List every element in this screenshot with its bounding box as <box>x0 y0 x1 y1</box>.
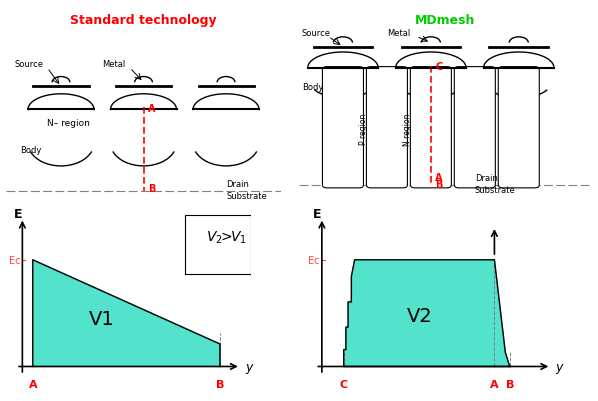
Text: Source: Source <box>14 60 43 69</box>
Text: Metal: Metal <box>102 60 126 69</box>
Text: E: E <box>14 208 23 221</box>
Text: A: A <box>29 379 37 389</box>
Text: Body: Body <box>20 145 41 154</box>
Text: Standard technology: Standard technology <box>70 14 217 27</box>
FancyBboxPatch shape <box>498 67 539 188</box>
Text: $\mathit{V}_2\!\!>\!\!V_1$: $\mathit{V}_2\!\!>\!\!V_1$ <box>206 229 246 246</box>
FancyBboxPatch shape <box>367 67 407 188</box>
Text: B: B <box>435 179 443 189</box>
Text: Substrate: Substrate <box>475 186 515 194</box>
Text: N region: N region <box>403 113 412 145</box>
Text: E: E <box>313 208 322 221</box>
FancyBboxPatch shape <box>410 67 451 188</box>
Text: y: y <box>245 360 252 373</box>
Text: V1: V1 <box>89 310 114 328</box>
Text: V2: V2 <box>407 307 433 326</box>
Text: Source: Source <box>302 28 331 38</box>
Text: A: A <box>435 173 443 183</box>
Text: Ec: Ec <box>308 255 320 265</box>
Text: C: C <box>340 379 348 389</box>
Text: A: A <box>490 379 499 389</box>
Text: Drain: Drain <box>475 173 498 182</box>
Text: Drain: Drain <box>226 179 249 188</box>
Text: B: B <box>148 183 155 193</box>
Text: Body: Body <box>302 83 324 92</box>
Text: C: C <box>435 61 443 71</box>
Text: B: B <box>216 379 224 389</box>
Text: N– region: N– region <box>47 118 90 127</box>
Text: A: A <box>148 104 155 114</box>
Text: y: y <box>556 360 563 373</box>
FancyBboxPatch shape <box>322 67 364 188</box>
Text: Ec: Ec <box>9 255 20 265</box>
Polygon shape <box>344 260 509 367</box>
Text: P region: P region <box>359 113 368 145</box>
Text: Metal: Metal <box>387 28 410 38</box>
FancyBboxPatch shape <box>454 67 495 188</box>
Polygon shape <box>33 260 220 367</box>
Text: B: B <box>505 379 514 389</box>
Text: Substrate: Substrate <box>226 192 267 201</box>
Text: MDmesh: MDmesh <box>416 14 475 27</box>
